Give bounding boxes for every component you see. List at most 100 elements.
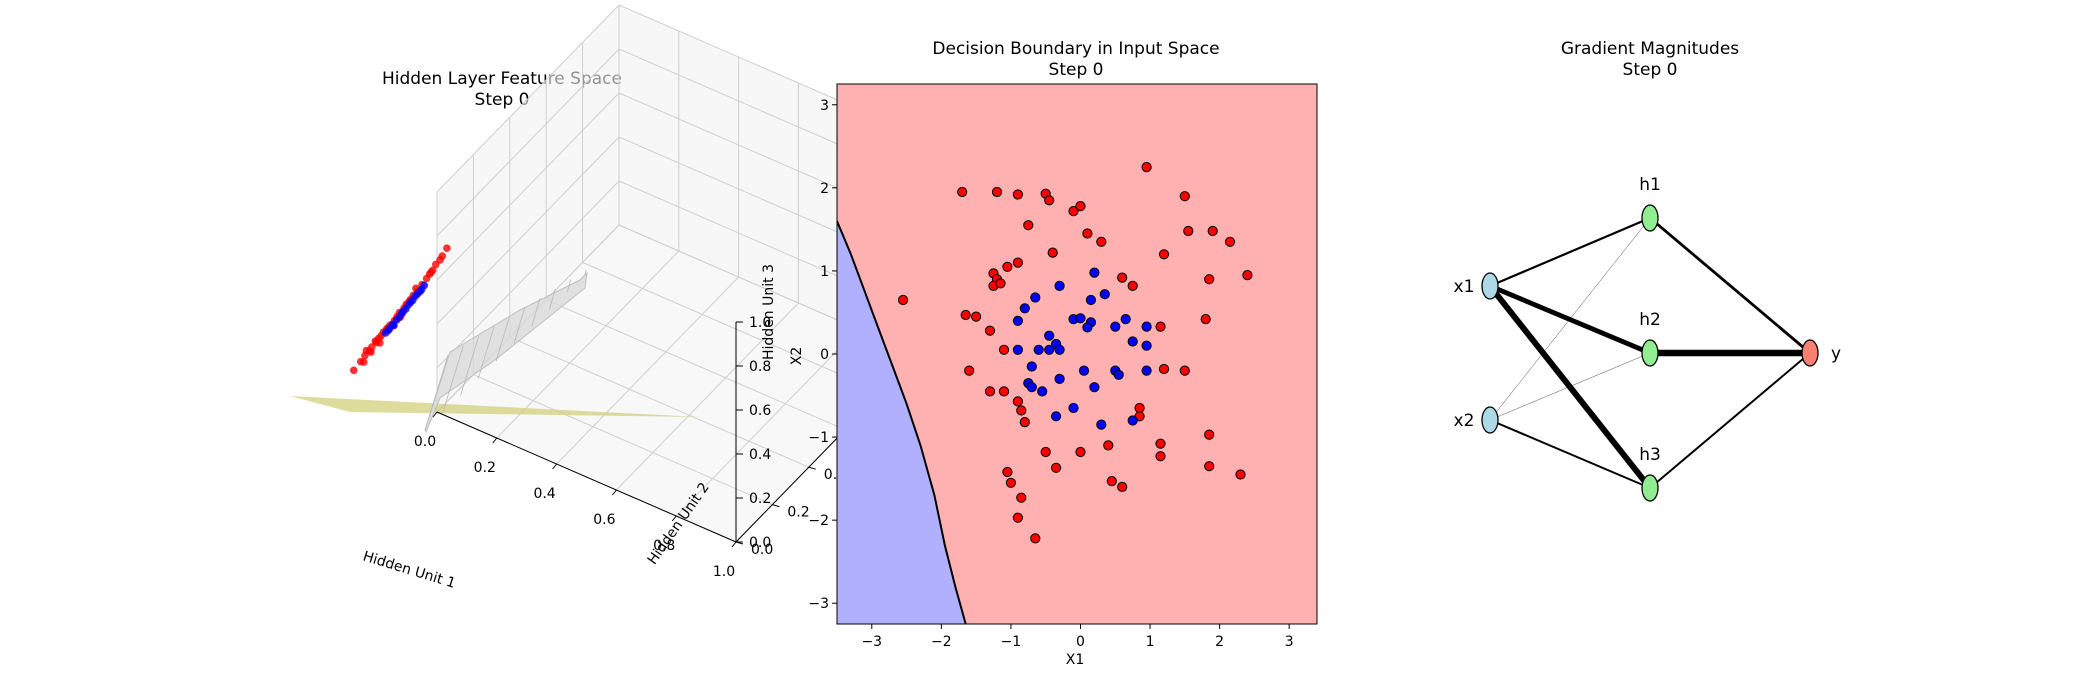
edge-h1-y [1649, 216, 1811, 355]
p2-ytick-label: 3 [820, 98, 829, 114]
p2-ylabel: X2 [789, 347, 805, 366]
p1-surface-line [584, 269, 587, 276]
p1-ztick-label: 0.0 [749, 535, 771, 551]
node-h1 [1641, 204, 1659, 232]
p1-point-class-1 [399, 307, 408, 316]
p2-point-class-1 [1089, 382, 1100, 393]
p1-xtick [552, 463, 557, 470]
node-x2 [1481, 406, 1499, 434]
node-label-h3: h3 [1639, 445, 1661, 465]
p2-point-class-0 [1012, 257, 1024, 268]
p2-point-class-0 [1012, 189, 1024, 200]
p2-point-class-1 [1078, 365, 1090, 376]
p1-planes [290, 269, 700, 434]
p2-point-class-0 [1047, 247, 1058, 258]
p1-xtick-label: 0.4 [533, 486, 555, 502]
p2-point-class-0 [1103, 440, 1114, 451]
p1-ztick-label: 0.4 [749, 447, 771, 463]
p2-point-class-1 [1012, 344, 1024, 355]
p1-gridline [436, 180, 620, 369]
p1-xlabel: Hidden Unit 1 [361, 548, 457, 591]
p1-gridline [546, 299, 846, 431]
p2-point-class-0 [1044, 195, 1055, 206]
p2-point-class-0 [1012, 512, 1024, 523]
node-label-h2: h2 [1639, 310, 1661, 330]
p1-activation-surface [424, 271, 588, 434]
p2-point-class-1 [1044, 330, 1055, 341]
edge-h3-y [1649, 352, 1811, 489]
p1-xtick-label: 1.0 [713, 564, 735, 580]
p1-xtick-label: 0.2 [474, 460, 496, 476]
p2-point-class-0 [964, 365, 975, 376]
p1-gridline [582, 261, 882, 393]
p2-point-class-1 [1068, 402, 1079, 414]
p1-point-class-1 [390, 321, 398, 330]
p2-point-class-0 [1179, 191, 1190, 202]
p2-point-class-1 [1037, 386, 1048, 397]
p1-point-class-1 [406, 298, 415, 307]
p2-point-class-1 [1054, 344, 1065, 355]
p1-decision-plane [290, 396, 700, 417]
p2-point-class-0 [1068, 206, 1079, 217]
p2-point-class-0 [1075, 446, 1086, 458]
p2-point-class-1 [1141, 340, 1152, 351]
p2-point-class-1 [1026, 361, 1037, 372]
p1-point-class-0 [436, 256, 444, 264]
edge-x2-h2 [1489, 352, 1651, 421]
p2-subtitle: Step 0 [1049, 60, 1104, 80]
p2-ytick-label: 0 [820, 347, 829, 363]
p2-boundary-line [837, 220, 967, 624]
p2-point-class-0 [1155, 321, 1166, 332]
hidden-feature-space-plot: Hidden Layer Feature Space Step 0 0.00.2… [290, 4, 955, 592]
p1-point-class-0 [350, 366, 358, 375]
node-label-h1: h1 [1639, 175, 1661, 195]
p1-xtick-label: 0.8 [653, 538, 675, 554]
p1-point-class-1 [384, 326, 393, 335]
p2-point-class-1 [1051, 411, 1062, 422]
p2-point-class-0 [991, 186, 1003, 198]
p2-point-class-0 [984, 325, 996, 336]
p2-point-class-1 [1089, 267, 1100, 278]
p2-point-class-0 [1082, 228, 1093, 239]
p1-surface-line [513, 307, 526, 345]
p2-point-class-0 [1023, 220, 1034, 231]
p2-xtick-label: −2 [931, 634, 952, 650]
p2-point-class-0 [1158, 249, 1170, 260]
node-y [1801, 339, 1819, 367]
p2-ytick-label: 1 [820, 264, 829, 280]
p2-point-class-0 [957, 186, 968, 198]
p1-surface-line [424, 354, 449, 431]
p1-xtick-label: 0.0 [414, 434, 436, 450]
p1-gridline [436, 48, 620, 237]
p2-point-class-0 [1075, 201, 1086, 212]
p2-point-class-1 [1026, 382, 1037, 393]
p3-nodes: x1 x2 h1 h2 h3 y [1454, 175, 1841, 502]
p2-point-class-0 [1117, 272, 1128, 283]
p2-point-class-1 [1141, 321, 1152, 332]
edge-x2-h1 [1489, 217, 1651, 421]
p2-point-class-1 [1085, 294, 1097, 306]
decision-boundary-plot: Decision Boundary in Input Space Step 0 … [789, 39, 1318, 668]
p2-point-class-1 [1099, 289, 1110, 300]
p2-xtick-label: 1 [1146, 634, 1155, 650]
p2-ytick-label: −3 [808, 596, 829, 612]
p1-axis-line [436, 411, 737, 543]
p2-point-class-0 [1019, 417, 1030, 428]
p2-point-class-1 [1120, 314, 1131, 325]
node-h3 [1641, 474, 1659, 502]
p2-point-class-1 [1075, 313, 1086, 324]
p2-xtick-label: 0 [1076, 634, 1085, 650]
p3-edges [1487, 216, 1811, 490]
p2-point-class-0 [1207, 225, 1218, 237]
p2-xtick-label: −1 [1001, 634, 1022, 650]
p2-xlabel: X1 [1066, 652, 1085, 668]
p2-point-class-0 [1040, 446, 1051, 458]
p2-point-class-1 [1044, 344, 1055, 355]
p2-point-class-1 [1110, 321, 1121, 332]
p1-point-class-0 [371, 337, 380, 345]
p2-xtick-label: 3 [1285, 634, 1294, 650]
p2-point-class-0 [1016, 405, 1027, 416]
p2-point-class-1 [1054, 280, 1065, 291]
p1-point-class-1 [416, 287, 424, 296]
